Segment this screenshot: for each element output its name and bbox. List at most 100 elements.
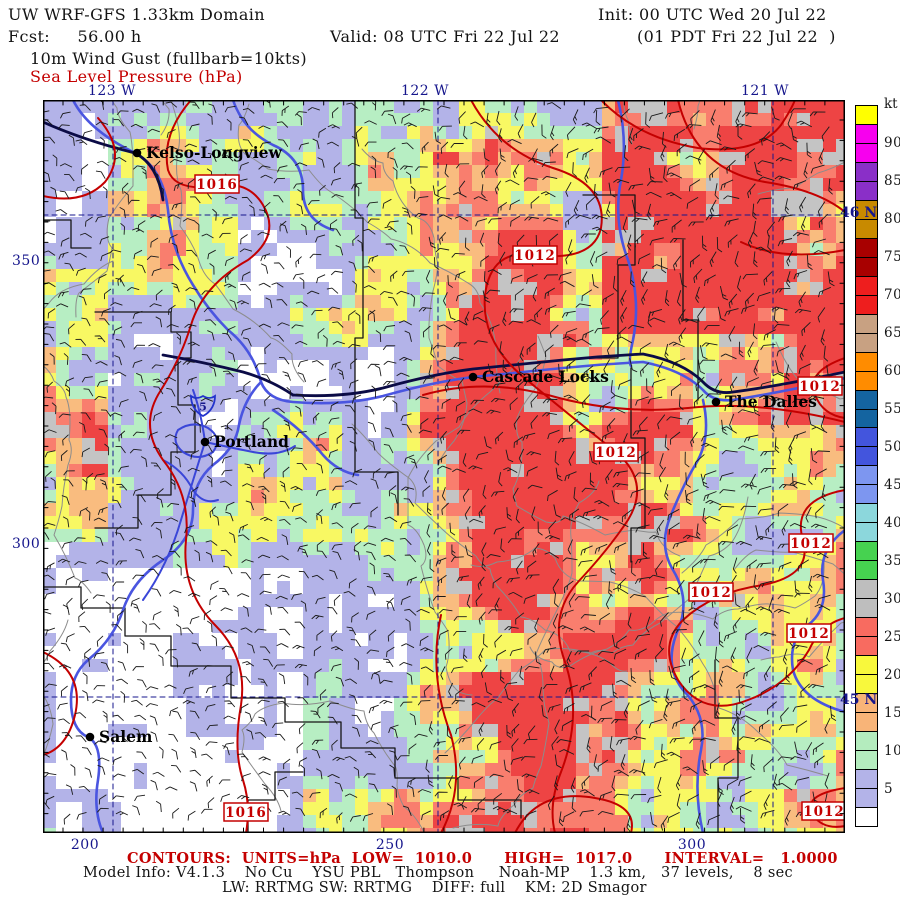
colorbar-segment [856,656,877,676]
axis-label-latitude: 46 N [840,205,878,221]
colorbar-segment [856,731,877,751]
colorbar-segment [856,295,877,315]
colorbar-segment [856,675,877,695]
colorbar-segment [856,561,877,581]
colorbar-segment [856,694,877,713]
colorbar-segment [856,106,877,125]
svg-text:5: 5 [199,401,207,414]
axis-label-grid-y: 350 [12,253,41,269]
colorbar-segment [856,580,877,600]
colorbar-tick-label: 10 [884,743,900,759]
model-physics-line: LW: RRTMG SW: RRTMG DIFF: full KM: 2D Sm… [222,880,647,896]
colorbar-segment [856,599,877,619]
city-marker: Cascade Locks [468,367,609,386]
colorbar-segment [856,409,877,429]
colorbar-tick-label: 50 [884,439,900,455]
city-marker: Portland [200,432,289,451]
pressure-value-label: 1012 [688,582,734,602]
colorbar-segment [856,314,877,334]
colorbar-segment [856,219,877,239]
colorbar-tick-label: 40 [884,515,900,531]
wind-barb-layer [43,100,837,832]
contour-info-line: CONTOURS: UNITS=hPa LOW= 1010.0 HIGH= 10… [127,850,838,867]
svg-text:1012: 1012 [690,585,732,601]
pressure-value-label: 1016 [223,802,269,822]
colorbar-tick-label: 30 [884,591,900,607]
svg-text:1012: 1012 [790,536,832,552]
colorbar-segment [856,371,877,391]
svg-text:1012: 1012 [788,626,830,642]
colorbar-segment [856,200,877,220]
gust-shading-layer [43,100,845,833]
axis-label-longitude: 122 W [400,83,450,99]
axis-label-longitude: 123 W [87,83,137,99]
colorbar-tick-label: 5 [884,781,894,797]
pressure-value-label: 1016 [194,174,240,194]
pressure-value-label: 1012 [788,533,834,553]
colorbar-segment [856,257,877,277]
axis-label-grid-x: 250 [375,837,405,853]
river-layer [69,100,845,833]
interstate-5-shield: 5 [190,394,216,418]
colorbar-tick-label: 80 [884,211,900,227]
svg-text:1016: 1016 [225,805,267,821]
terrain-contour-layer [43,100,845,833]
city-marker: Kelso-Longview [132,143,282,162]
model-info-line: Model Info: V4.1.3 No Cu YSU PBL Thompso… [83,865,793,881]
colorbar-segment [856,447,877,467]
pressure-value-label: 1012 [593,442,639,462]
colorbar-tick-label: 70 [884,287,900,303]
colorbar-tick-label: 35 [884,553,900,569]
colorbar-tick-label: 85 [884,173,900,189]
city-label: The Dalles [725,392,817,411]
pressure-value-label: 1012 [786,623,832,643]
forecast-hour-label: Fcst: 56.00 h [8,27,142,46]
colorbar-segment [856,143,877,163]
init-time-label: Init: 00 UTC Wed 20 Jul 22 [598,5,827,24]
pressure-value-label: 1012 [797,376,843,396]
colorbar-tick-label: 55 [884,401,900,417]
colorbar-tick-label: 20 [884,667,900,683]
colorbar-segment [856,618,877,638]
colorbar-tick-label: 45 [884,477,900,493]
colorbar-segment [856,238,877,258]
colorbar-segment [856,542,877,562]
colorbar-tick-label: 60 [884,363,900,379]
colorbar-segment [856,333,877,353]
city-label: Cascade Locks [482,367,609,386]
pressure-contour-layer [43,100,845,833]
svg-text:1012: 1012 [799,379,841,395]
valid-local-time-label: (01 PDT Fri 22 Jul 22 ) [637,27,836,46]
colorbar-segment [856,466,877,486]
axis-label-longitude: 121 W [740,83,790,99]
colorbar-segment [856,390,877,410]
axis-label-latitude: 45 N [840,692,878,708]
colorbar-segment [856,485,877,505]
colorbar-tick-label: 25 [884,629,900,645]
colorbar-tick-label: 90 [884,135,900,151]
city-marker: Salem [85,727,153,746]
pressure-value-label: 1012 [512,245,558,265]
svg-text:1012: 1012 [803,804,845,820]
colorbar-segment [856,181,877,201]
field-label-slp: Sea Level Pressure (hPa) [30,67,243,86]
colorbar-unit-label: kt [884,96,898,112]
colorbar-tick-label: 65 [884,325,900,341]
city-label: Portland [214,432,289,451]
axis-label-grid-x: 300 [677,837,707,853]
colorbar-segment [856,504,877,524]
colorbar-segment [856,788,877,808]
city-label: Kelso-Longview [146,143,282,162]
wind-gust-colorbar [855,105,878,827]
axis-label-grid-x: 200 [70,837,100,853]
field-label-wind-gust: 10m Wind Gust (fullbarb=10kts) [30,49,308,68]
svg-text:1012: 1012 [514,248,556,264]
city-label: Salem [99,727,153,746]
axis-label-grid-y: 300 [12,536,41,552]
colorbar-tick-label: 75 [884,249,900,265]
colorbar-tick-label: 15 [884,705,900,721]
svg-text:1012: 1012 [595,445,637,461]
colorbar-segment [856,352,877,372]
colorbar-segment [856,276,877,296]
